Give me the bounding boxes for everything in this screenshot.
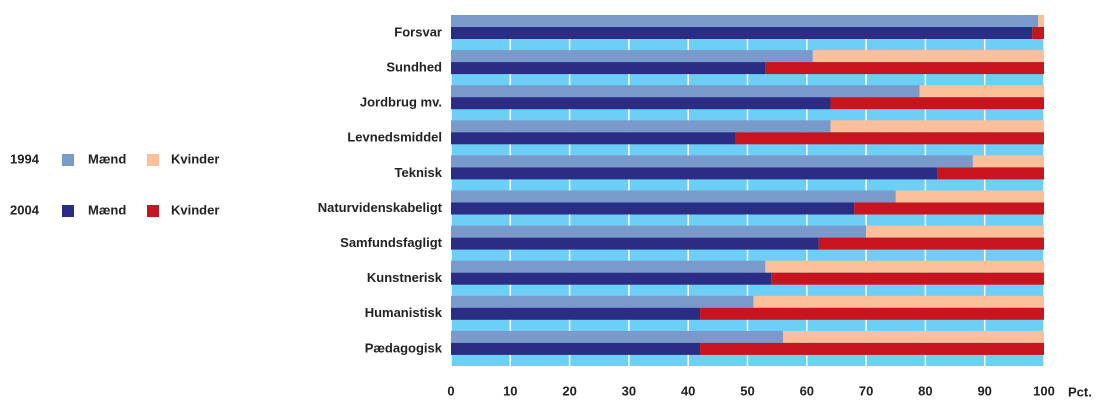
category-label: Sundhed (386, 60, 442, 75)
x-tick-label: 70 (859, 383, 873, 398)
bar (1032, 27, 1044, 39)
bar (451, 85, 920, 98)
bar (1038, 15, 1044, 27)
bar (830, 120, 1044, 133)
legend-year: 1994 (10, 151, 40, 166)
x-tick-label: 30 (622, 383, 636, 398)
x-tick-label: 100 (1033, 383, 1055, 398)
legend-swatch (147, 205, 159, 217)
legend-year: 2004 (10, 202, 40, 217)
legend-label: Kvinder (171, 202, 219, 217)
category-label: Naturvidenskabeligt (318, 200, 443, 215)
bar (830, 97, 1044, 110)
legend-swatch (62, 205, 74, 217)
bar (451, 295, 754, 308)
category-label: Teknisk (395, 165, 443, 180)
x-tick-label: 80 (918, 383, 932, 398)
legend-swatch (147, 154, 159, 166)
bar (771, 272, 1044, 285)
x-axis-label: Pct. (1068, 384, 1092, 399)
bar (895, 190, 1044, 203)
bar (451, 202, 855, 215)
bar (451, 167, 938, 180)
bar (451, 272, 772, 285)
bar (451, 260, 766, 273)
bar (451, 342, 701, 355)
category-label: Levnedsmiddel (347, 130, 442, 145)
bar (783, 330, 1044, 343)
bar (854, 202, 1044, 215)
category-label: Humanistisk (365, 305, 443, 320)
bar (451, 190, 896, 203)
legend-label: Kvinder (171, 151, 219, 166)
bar (937, 167, 1044, 180)
bar (972, 155, 1044, 168)
category-label: Jordbrug mv. (360, 95, 442, 110)
bar (919, 85, 1044, 98)
category-label: Forsvar (394, 24, 442, 39)
x-tick-label: 90 (977, 383, 991, 398)
x-tick-label: 20 (562, 383, 576, 398)
bar (866, 225, 1044, 238)
bar (812, 50, 1044, 63)
bar (818, 237, 1044, 250)
bar (451, 330, 784, 343)
x-tick-label: 60 (800, 383, 814, 398)
bar (753, 295, 1044, 308)
bar (700, 307, 1044, 320)
bar (700, 342, 1044, 355)
bar (765, 62, 1044, 75)
bar (451, 15, 1039, 27)
bar (451, 50, 813, 63)
legend-label: Mænd (88, 151, 126, 166)
bar (451, 97, 831, 110)
x-tick-label: 50 (740, 383, 754, 398)
bar (451, 225, 867, 238)
bar (451, 27, 1033, 39)
category-label: Kunstnerisk (367, 270, 443, 285)
category-label: Pædagogisk (365, 340, 443, 355)
bar (451, 155, 973, 168)
x-tick-label: 0 (447, 383, 454, 398)
bar (451, 307, 701, 320)
category-label: Samfundsfagligt (340, 235, 443, 250)
bar (735, 132, 1044, 145)
bar (451, 120, 831, 133)
bar (451, 132, 736, 145)
bar (765, 260, 1044, 273)
x-tick-label: 40 (681, 383, 695, 398)
legend-label: Mænd (88, 202, 126, 217)
bar (451, 62, 766, 75)
legend-swatch (62, 154, 74, 166)
x-tick-label: 10 (503, 383, 517, 398)
bar (451, 237, 819, 250)
